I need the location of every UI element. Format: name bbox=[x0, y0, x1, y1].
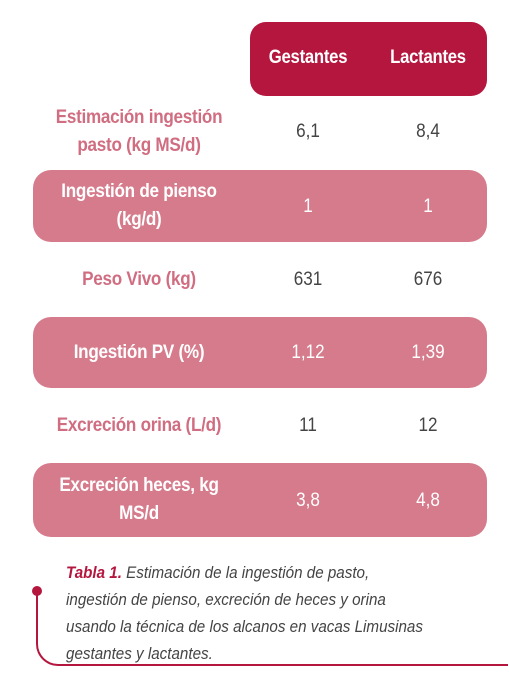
table-row-band bbox=[33, 317, 487, 388]
row-label-line: Estimación ingestión bbox=[55, 107, 223, 128]
caption-text: Estimación de la ingestión de pasto, ing… bbox=[66, 564, 423, 663]
table-cell-lactantes: 1 bbox=[423, 196, 433, 217]
table-cell-lactantes: 1,39 bbox=[411, 342, 445, 363]
table-cell-gestantes: 631 bbox=[293, 269, 323, 290]
row-label-line: MS/d bbox=[119, 503, 159, 524]
column-header-lactantes: Lactantes bbox=[390, 47, 466, 68]
table-cell-gestantes: 1,12 bbox=[291, 342, 325, 363]
table-cell-gestantes: 3,8 bbox=[296, 490, 320, 511]
column-header-gestantes: Gestantes bbox=[268, 47, 348, 68]
row-label-ingestion-pv: Ingestión PV (%) bbox=[44, 339, 235, 367]
table-row-band bbox=[33, 463, 487, 537]
table-header-box bbox=[250, 22, 487, 96]
caption-label: Tabla 1. bbox=[66, 564, 122, 582]
table-cell-gestantes: 11 bbox=[299, 415, 317, 436]
row-label-excrecion-orina: Excreción orina (L/d) bbox=[44, 412, 235, 440]
table-cell-gestantes: 6,1 bbox=[296, 121, 320, 142]
table-cell-lactantes: 12 bbox=[418, 415, 438, 436]
row-label-line: Peso Vivo (kg) bbox=[82, 269, 196, 290]
row-label-excrecion-heces: Excreción heces, kg MS/d bbox=[44, 472, 235, 528]
row-label-line: pasto (kg MS/d) bbox=[77, 135, 201, 156]
caption-dot bbox=[32, 586, 42, 596]
row-label-line: Excreción heces, kg bbox=[59, 475, 219, 496]
table-cell-lactantes: 4,8 bbox=[416, 490, 440, 511]
row-label-line: Ingestión PV (%) bbox=[73, 342, 205, 363]
table-cell-lactantes: 8,4 bbox=[416, 121, 440, 142]
table-cell-lactantes: 676 bbox=[413, 269, 443, 290]
row-label-line: Excreción orina (L/d) bbox=[56, 415, 222, 436]
row-label-line: Ingestión de pienso bbox=[61, 181, 217, 202]
row-label-peso-vivo: Peso Vivo (kg) bbox=[44, 266, 235, 294]
row-label-line: (kg/d) bbox=[116, 209, 162, 230]
row-label-estimacion-ingestion: Estimación ingestión pasto (kg MS/d) bbox=[44, 104, 235, 160]
table-cell-gestantes: 1 bbox=[303, 196, 313, 217]
table-caption: Tabla 1. Estimación de la ingestión de p… bbox=[66, 560, 434, 668]
table-row-band bbox=[33, 170, 487, 242]
row-label-ingestion-pienso: Ingestión de pienso (kg/d) bbox=[44, 178, 235, 234]
caption-connector-line bbox=[36, 592, 508, 666]
